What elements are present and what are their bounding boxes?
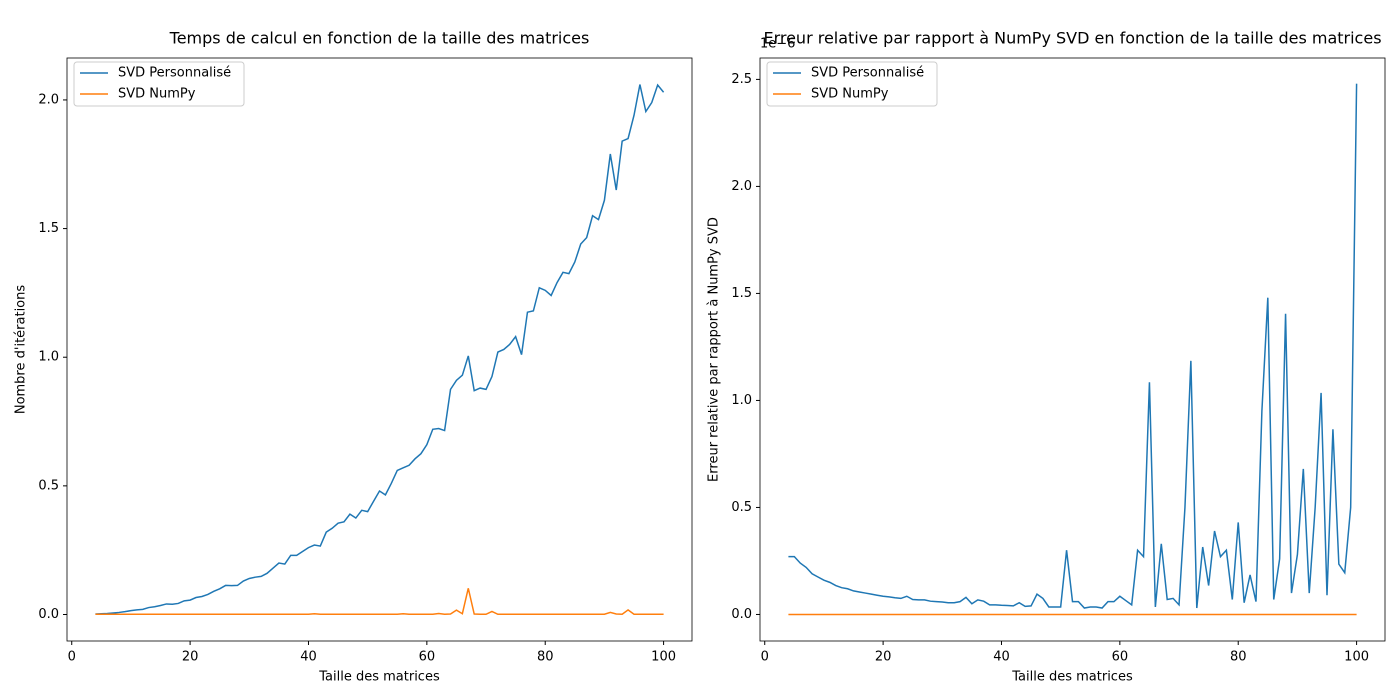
- y-tick-label: 1.0: [38, 350, 59, 365]
- x-tick-label: 0: [68, 650, 76, 665]
- x-axis-label: Taille des matrices: [1011, 670, 1133, 685]
- y-tick-label: 1.0: [731, 393, 752, 408]
- series-line: [95, 83, 665, 615]
- x-axis-label: Taille des matrices: [318, 670, 440, 685]
- legend-label: SVD Personnalisé: [118, 66, 231, 81]
- x-tick-label: 20: [182, 650, 199, 665]
- y-tick-label: 2.0: [38, 92, 59, 107]
- y-tick-label: 0.0: [731, 607, 752, 622]
- y-offset-label: 1e−6: [760, 37, 795, 52]
- y-tick-label: 1.5: [38, 221, 59, 236]
- x-tick-label: 40: [300, 650, 317, 665]
- x-tick-label: 80: [537, 650, 554, 665]
- x-tick-label: 20: [875, 650, 892, 665]
- x-tick-label: 40: [993, 650, 1010, 665]
- series-line: [95, 588, 664, 616]
- y-axis-label: Nombre d'itérations: [14, 285, 29, 415]
- chart-title: Erreur relative par rapport à NumPy SVD …: [763, 29, 1381, 48]
- x-tick-label: 80: [1230, 650, 1247, 665]
- x-tick-label: 100: [651, 650, 676, 665]
- y-tick-label: 2.5: [731, 72, 752, 87]
- chart-title: Temps de calcul en fonction de la taille…: [169, 29, 590, 48]
- axes-frame: [66, 57, 693, 642]
- y-axis-label: Erreur relative par rapport à NumPy SVD: [707, 217, 722, 482]
- y-tick-label: 0.5: [731, 500, 752, 515]
- y-tick-label: 1.5: [731, 286, 752, 301]
- x-tick-label: 0: [761, 650, 769, 665]
- legend-box: [766, 61, 938, 107]
- legend-label: SVD NumPy: [118, 87, 196, 102]
- x-tick-label: 100: [1344, 650, 1369, 665]
- legend-label: SVD NumPy: [811, 87, 889, 102]
- series-line: [788, 83, 1358, 609]
- y-tick-label: 0.5: [38, 478, 59, 493]
- x-tick-label: 60: [1112, 650, 1129, 665]
- axes-frame: [759, 57, 1386, 642]
- x-tick-label: 60: [419, 650, 436, 665]
- y-tick-label: 2.0: [731, 179, 752, 194]
- legend-box: [73, 61, 245, 107]
- y-tick-label: 0.0: [38, 607, 59, 622]
- legend-label: SVD Personnalisé: [811, 66, 924, 81]
